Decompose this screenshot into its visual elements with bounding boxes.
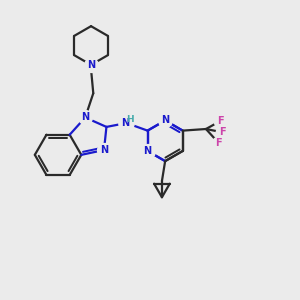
Text: N: N	[121, 118, 129, 128]
Text: N: N	[143, 146, 152, 156]
Text: N: N	[81, 112, 89, 122]
Text: H: H	[127, 115, 134, 124]
Text: N: N	[87, 60, 95, 70]
Text: F: F	[215, 138, 221, 148]
Text: N: N	[161, 116, 169, 125]
Text: F: F	[219, 127, 225, 137]
Text: N: N	[100, 145, 108, 155]
Text: F: F	[217, 116, 224, 126]
